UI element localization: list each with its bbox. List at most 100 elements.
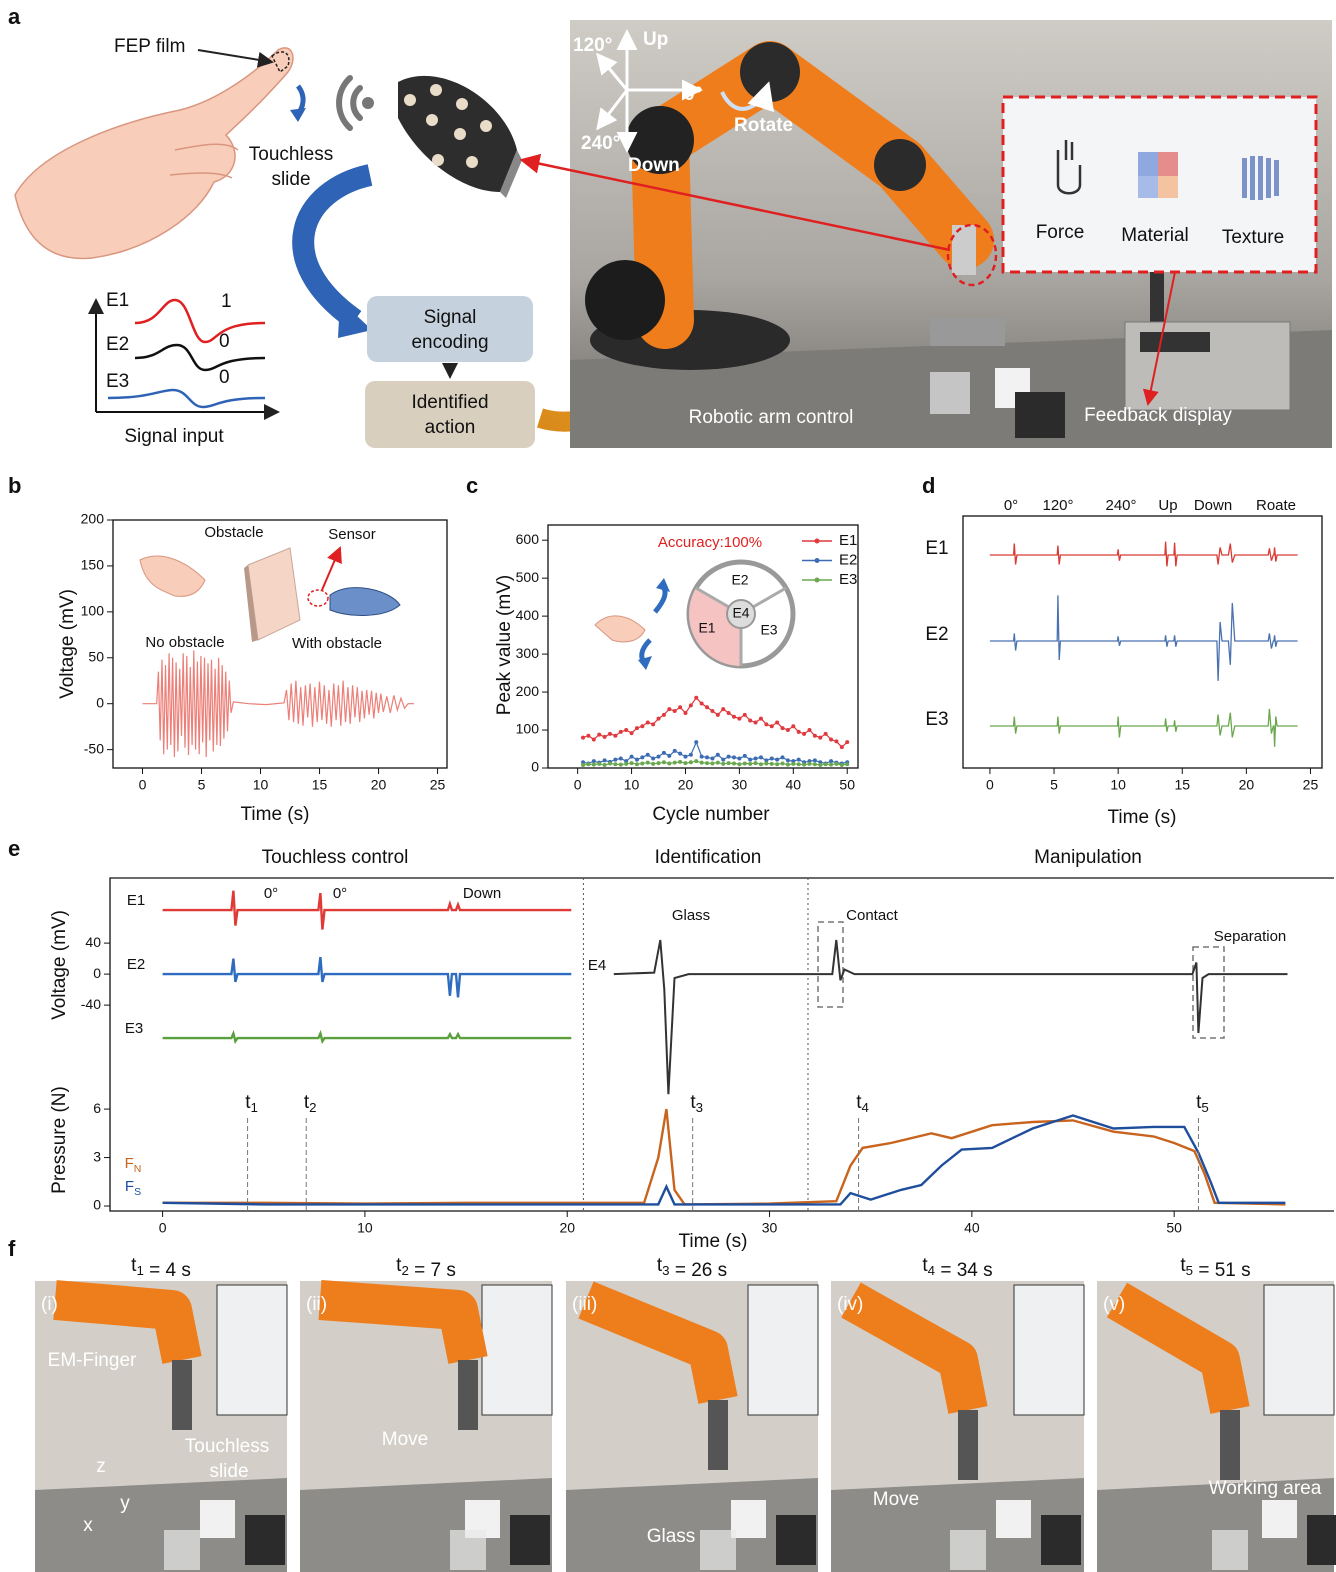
black-block: [1015, 392, 1065, 438]
point: [634, 726, 639, 731]
annotation: FEP film: [114, 36, 185, 57]
plot-frame: [547, 524, 859, 769]
x-tick-label: 40: [964, 1220, 980, 1236]
caption: Signal input: [124, 426, 224, 447]
point: [791, 724, 796, 729]
point: [602, 758, 607, 763]
input-e2: [134, 343, 266, 372]
y-tick-label: 0: [531, 759, 539, 775]
direction: 120°: [573, 35, 612, 56]
joint: [874, 139, 926, 191]
instrument-display: [1140, 332, 1210, 352]
x-tick-label: 5: [1050, 777, 1058, 793]
frame-title: t4 = 34 s: [922, 1255, 992, 1281]
point: [758, 755, 763, 760]
point: [839, 762, 844, 767]
point: [710, 756, 715, 761]
x-tick-label: 30: [732, 777, 748, 793]
material-cell: [1138, 176, 1158, 198]
point: [678, 705, 683, 710]
axis-title: Pressure (N): [49, 1086, 70, 1194]
text-part: = 34 s: [935, 1260, 993, 1281]
series-line: [613, 939, 1288, 1095]
end-effector: [952, 225, 976, 275]
rotate-arrow: [720, 81, 774, 113]
photo-note: EM-Finger: [48, 1350, 137, 1371]
legend-label: E3: [839, 571, 857, 588]
annotation: Contact: [846, 907, 899, 924]
panel-label: f: [8, 1236, 16, 1261]
signal-line: [989, 708, 1298, 747]
photo-monitor: [747, 1284, 819, 1416]
event-label: t4: [856, 1092, 869, 1115]
fep-arrow: [197, 49, 274, 68]
x-tick-label: 0: [986, 777, 994, 793]
point: [581, 735, 586, 740]
point: [769, 724, 774, 729]
signal-bit: 0: [219, 331, 230, 352]
point: [602, 762, 607, 767]
x-tick-label: 40: [786, 777, 802, 793]
event-label: t5: [1196, 1092, 1209, 1115]
flow-arrowhead: [338, 300, 372, 338]
point: [624, 761, 629, 766]
series-label: FS: [125, 1178, 141, 1198]
axis-title: Time (s): [1108, 807, 1177, 828]
point: [672, 748, 677, 753]
event-label: t1: [245, 1092, 258, 1115]
flow-arrow: [292, 164, 373, 329]
point: [775, 762, 780, 767]
point: [645, 760, 650, 765]
photo-effector: [1220, 1410, 1240, 1480]
annotation: Touchless: [249, 144, 334, 165]
point: [672, 760, 677, 765]
direction: 240°: [581, 133, 620, 154]
series-line: [582, 740, 848, 765]
point: [758, 716, 763, 721]
device: [930, 318, 1005, 346]
photo-monitor: [1013, 1284, 1085, 1416]
point: [780, 761, 785, 766]
point: [807, 728, 812, 733]
point: [715, 712, 720, 717]
y-tick-label: 200: [516, 683, 540, 699]
photo-caption: Robotic arm control: [689, 407, 854, 428]
point: [699, 760, 704, 765]
point: [667, 761, 672, 766]
screen-label: Texture: [1222, 227, 1284, 248]
photo-glass: [1212, 1530, 1248, 1570]
signal-name: E1: [106, 290, 129, 311]
point: [796, 762, 801, 767]
point: [845, 762, 850, 767]
point: [764, 758, 769, 763]
point: [613, 762, 618, 767]
subscript: 1: [136, 1263, 143, 1278]
photo-arm: [318, 1280, 488, 1364]
y-tick-label: 300: [516, 645, 540, 661]
point: [732, 714, 736, 719]
x-tick-label: 50: [1166, 1220, 1182, 1236]
text-part: = 26 s: [670, 1260, 728, 1281]
panel-label: c: [466, 473, 478, 498]
x-tick-label: 10: [253, 777, 269, 793]
y-tick-label: -40: [81, 996, 101, 1012]
point: [748, 718, 753, 723]
photo-effector: [708, 1400, 728, 1470]
axis-title: Voltage (mV): [57, 589, 78, 699]
point: [829, 737, 834, 742]
x-tick-label: 0: [139, 777, 147, 793]
text-part: = 51 s: [1193, 1260, 1251, 1281]
point: [629, 754, 634, 759]
inset-label: E4: [732, 605, 749, 621]
point: [732, 755, 736, 760]
point: [812, 733, 817, 738]
x-tick-label: 20: [678, 777, 694, 793]
point: [699, 701, 704, 706]
row-label: E2: [925, 624, 948, 645]
point: [694, 740, 699, 745]
inset-label: E1: [698, 620, 715, 636]
legend-label: E1: [839, 532, 857, 549]
x-tick-label: 20: [1239, 777, 1255, 793]
tip-circle: [946, 223, 998, 287]
plot-frame: [109, 877, 1334, 1212]
